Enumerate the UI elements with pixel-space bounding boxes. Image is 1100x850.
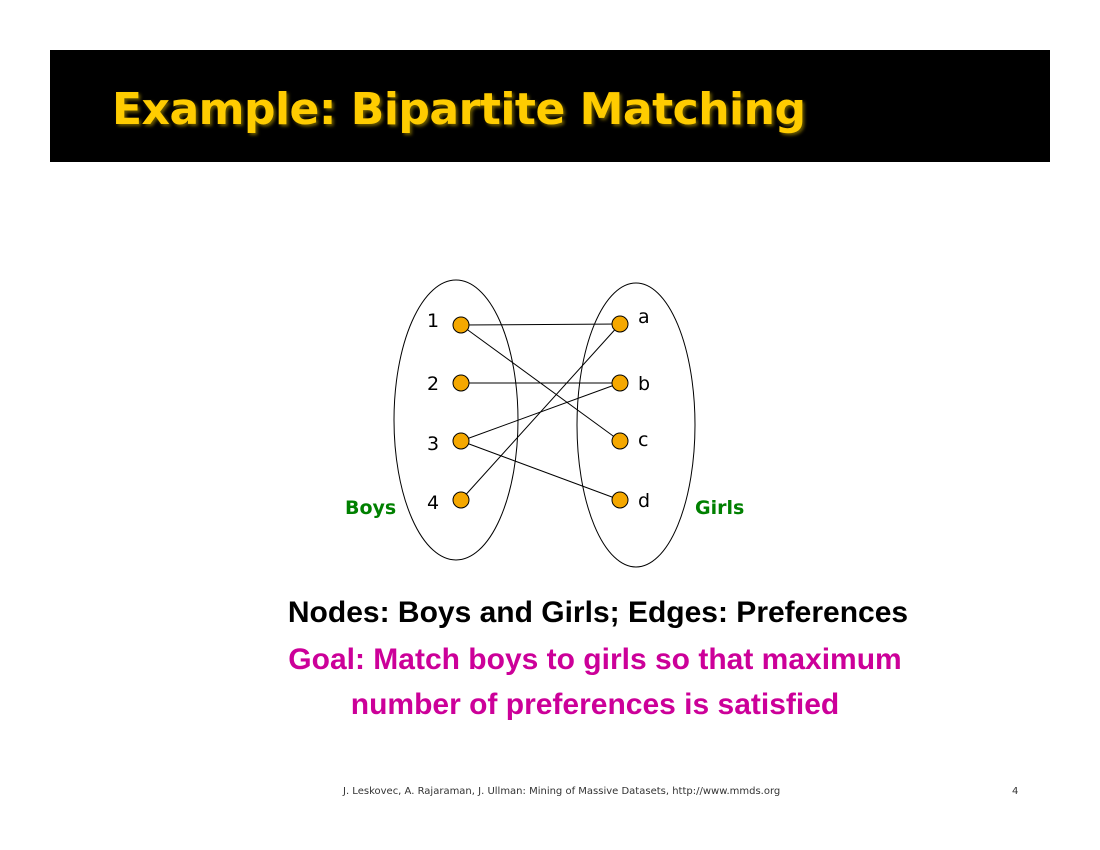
node-label-d: d (638, 490, 650, 512)
node-1 (452, 316, 470, 334)
girls-ellipse (576, 282, 696, 568)
node-label-b: b (638, 373, 650, 395)
node-label-a: a (638, 306, 650, 328)
node-3 (452, 432, 470, 450)
node-b (611, 374, 629, 392)
title-bar (50, 50, 1050, 162)
boys-group-label: Boys (345, 497, 396, 519)
page-number: 4 (1012, 786, 1019, 797)
caption-goal-line2: number of preferences is satisfied (350, 688, 840, 721)
edges (460, 323, 621, 501)
footer-citation: J. Leskovec, A. Rajaraman, J. Ullman: Mi… (343, 786, 781, 797)
caption-nodes-edges: Nodes: Boys and Girls; Edges: Preference… (287, 596, 909, 629)
node-d (611, 491, 629, 509)
node-c (611, 432, 629, 450)
girls-group-label: Girls (695, 497, 744, 519)
edge-3-d (460, 440, 621, 501)
node-label-4: 4 (427, 492, 439, 514)
node-label-3: 3 (427, 433, 439, 455)
node-label-c: c (638, 429, 648, 451)
slide-title: Example: Bipartite Matching (112, 84, 806, 135)
caption-goal-line1: Goal: Match boys to girls so that maximu… (288, 643, 902, 676)
node-label-1: 1 (427, 310, 439, 332)
edge-4-a (460, 323, 621, 501)
node-4 (452, 491, 470, 509)
node-2 (452, 374, 470, 392)
node-a (611, 315, 629, 333)
nodes: 1 2 3 4 a b c d (427, 306, 650, 514)
node-label-2: 2 (427, 373, 439, 395)
edge-1-a (460, 323, 621, 326)
